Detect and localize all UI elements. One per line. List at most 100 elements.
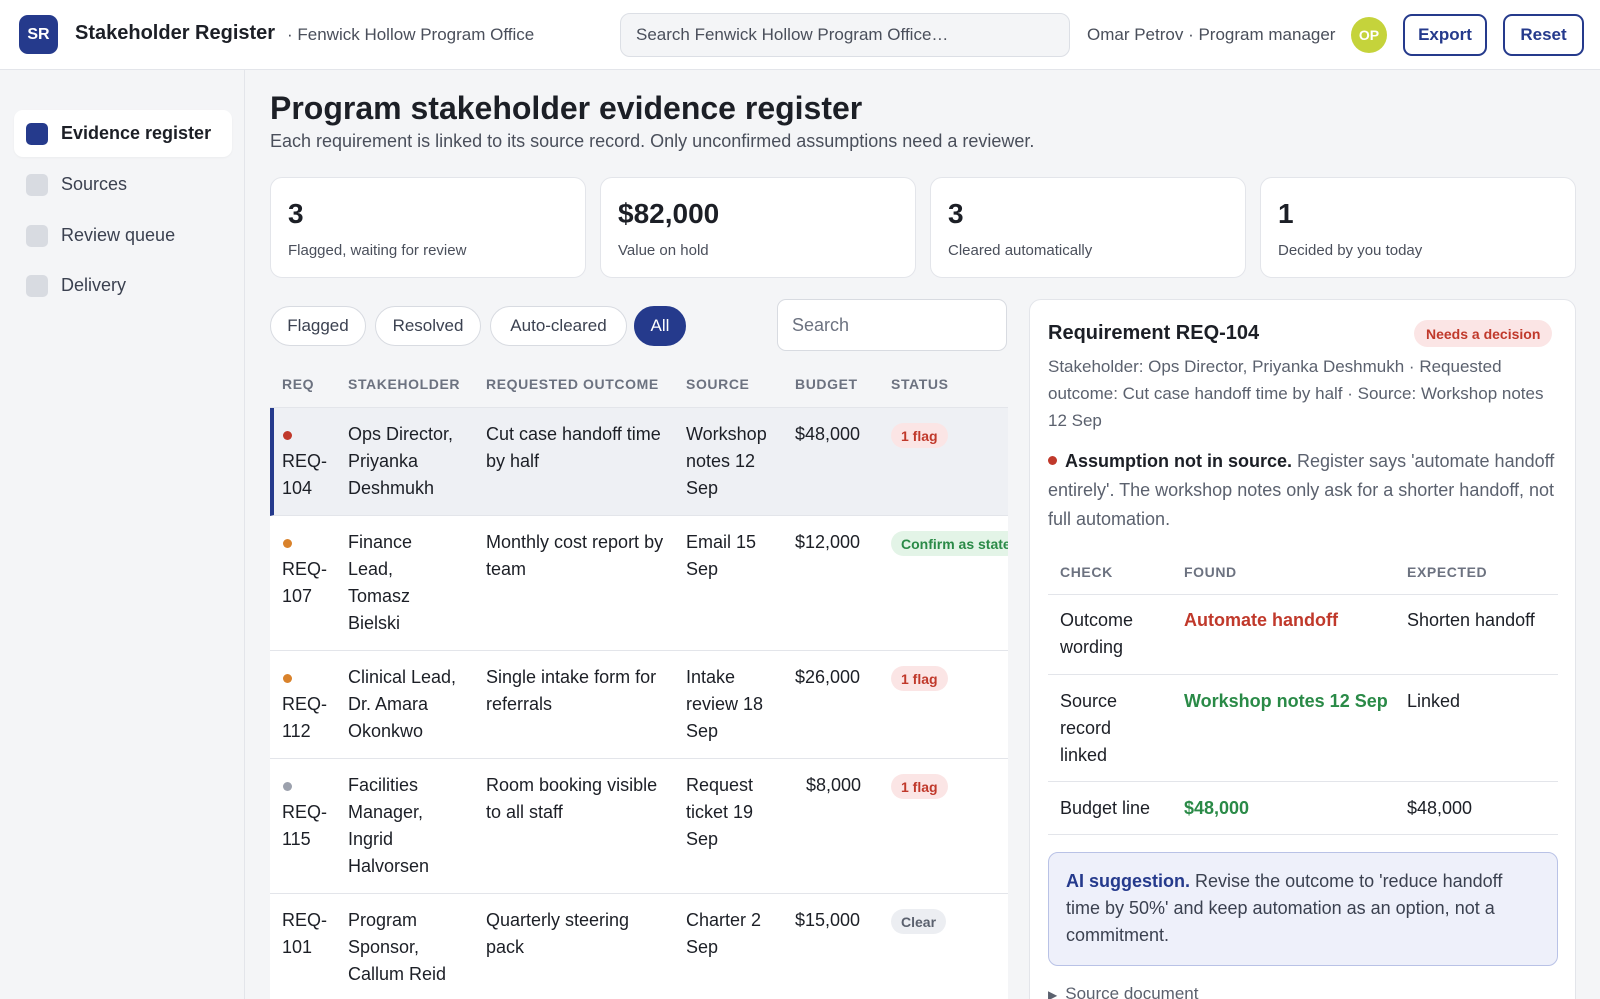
check-expected: $48,000 — [1407, 798, 1473, 818]
check-name: Outcome wording — [1060, 610, 1134, 657]
source-document-toggle[interactable]: ▶ Source document — [1048, 984, 1198, 999]
status-badge: 1 flag — [891, 666, 948, 691]
budget-cell: $8,000 — [806, 775, 862, 795]
req-id: REQ- 115 — [282, 802, 327, 849]
kpi-label: Flagged, waiting for review — [288, 242, 467, 259]
page-subtitle: Each requirement is linked to its source… — [270, 131, 1035, 151]
sources-icon — [26, 173, 48, 196]
ai-suggestion-text: Revise the outcome to 'reduce handoff ti… — [1066, 871, 1503, 945]
column-header-budget[interactable]: BUDGET — [795, 376, 858, 392]
outcome-cell: Cut case handoff time by half — [486, 424, 661, 471]
org-name: · Fenwick Hollow Program Office — [287, 25, 535, 44]
kpi-card-flagged: 3 Flagged, waiting for review — [270, 177, 586, 278]
row-status-dot — [283, 782, 292, 791]
outcome-cell: Single intake form for referrals — [486, 667, 657, 714]
sidebar-item-delivery[interactable]: Delivery — [14, 262, 232, 309]
stakeholder-cell: Ops Director, Priyanka Deshmukh — [348, 424, 454, 498]
check-table-divider — [1048, 781, 1558, 782]
page-title: Program stakeholder evidence register — [270, 90, 863, 126]
column-header-req[interactable]: REQ — [282, 376, 315, 392]
app-logo: SR — [19, 15, 58, 54]
sidebar: Evidence register Sources Review queue D… — [0, 70, 245, 999]
reset-button[interactable]: Reset — [1503, 14, 1584, 56]
check-found: Automate handoff — [1184, 610, 1338, 630]
detail-meta: Stakeholder: Ops Director, Priyanka Desh… — [1048, 357, 1544, 430]
check-found: Workshop notes 12 Sep — [1184, 691, 1388, 711]
avatar[interactable]: OP — [1351, 17, 1387, 53]
stakeholder-cell: Facilities Manager, Ingrid Halvorsen — [348, 775, 430, 876]
app-title: Stakeholder Register — [75, 22, 276, 44]
table-row[interactable]: REQ- 115 Facilities Manager, Ingrid Halvo… — [270, 759, 1008, 894]
table-header-divider — [270, 407, 1008, 408]
check-table-divider — [1048, 594, 1558, 595]
budget-cell: $48,000 — [795, 424, 861, 444]
check-table-divider — [1048, 834, 1558, 835]
table-row[interactable]: REQ- 112 Clinical Lead, Dr. Amara Okonkwo… — [270, 651, 1008, 759]
column-header-source[interactable]: SOURCE — [686, 376, 750, 392]
export-button[interactable]: Export — [1403, 14, 1487, 56]
filter-chip-all[interactable]: All — [634, 306, 686, 346]
sidebar-item-label: Evidence register — [61, 123, 212, 143]
global-search-input[interactable] — [620, 13, 1070, 57]
expected-column-header: EXPECTED — [1407, 564, 1488, 580]
status-badge: Confirm as stated — [891, 531, 1008, 556]
check-table-divider — [1048, 674, 1558, 675]
kpi-value: 1 — [1278, 198, 1294, 229]
check-expected: Linked — [1407, 691, 1461, 711]
source-document-label: Source document — [1065, 984, 1199, 999]
table-row[interactable]: REQ- 107 Finance Lead, Tomasz Bielski Mon… — [270, 516, 1008, 651]
delivery-icon — [26, 274, 48, 297]
issue-dot-icon — [1048, 455, 1057, 465]
caret-right-icon: ▶ — [1048, 988, 1058, 999]
stakeholder-cell: Finance Lead, Tomasz Bielski — [348, 532, 413, 633]
column-header-stakeholder[interactable]: STAKEHOLDER — [348, 376, 461, 392]
row-status-dot — [283, 431, 292, 440]
source-cell: Workshop notes 12 Sep — [686, 424, 767, 498]
detail-title: Requirement REQ-104 — [1048, 322, 1260, 344]
filter-chip-flagged[interactable]: Flagged — [270, 306, 366, 346]
ai-suggestion-label: AI suggestion. — [1066, 871, 1191, 891]
sidebar-item-label: Review queue — [61, 225, 176, 245]
kpi-label: Cleared automatically — [948, 242, 1093, 259]
source-cell: Request ticket 19 Sep — [686, 775, 754, 849]
table-row[interactable]: REQ- 104 Ops Director, Priyanka Deshmukh … — [270, 408, 1008, 516]
stakeholder-cell: Program Sponsor, Callum Reid — [348, 910, 447, 984]
kpi-label: Value on hold — [618, 242, 709, 259]
column-header-outcome[interactable]: REQUESTED OUTCOME — [486, 376, 659, 392]
review-queue-icon — [26, 224, 48, 247]
check-expected: Shorten handoff — [1407, 610, 1535, 630]
column-header-status[interactable]: STATUS — [891, 376, 949, 392]
check-name: Budget line — [1060, 798, 1151, 818]
sidebar-item-evidence-register[interactable]: Evidence register — [14, 110, 232, 157]
budget-cell: $26,000 — [795, 667, 861, 687]
user-name: Omar Petrov · Program manager — [1087, 25, 1336, 44]
evidence-register-icon — [26, 122, 48, 145]
kpi-card-cleared: 3 Cleared automatically — [930, 177, 1246, 278]
check-found: $48,000 — [1184, 798, 1250, 818]
budget-cell: $12,000 — [795, 532, 861, 552]
req-id: REQ- 107 — [282, 559, 327, 606]
source-cell: Intake review 18 Sep — [686, 667, 764, 741]
kpi-card-decided: 1 Decided by you today — [1260, 177, 1576, 278]
issue-text: Register says 'automate handoff entirely… — [1048, 451, 1555, 529]
row-status-dot — [283, 674, 292, 683]
kpi-value: 3 — [288, 198, 304, 229]
table-search-input[interactable] — [777, 299, 1007, 351]
filter-chip-auto-cleared[interactable]: Auto-cleared — [490, 306, 627, 346]
sidebar-item-review-queue[interactable]: Review queue — [14, 212, 232, 259]
check-name: Source record linked — [1060, 691, 1118, 765]
status-badge: 1 flag — [891, 423, 948, 448]
decision-badge: Needs a decision — [1414, 320, 1553, 347]
issue-summary: Assumption not in source. Register says … — [1048, 447, 1558, 534]
sidebar-item-sources[interactable]: Sources — [14, 161, 232, 208]
check-column-header: CHECK — [1060, 564, 1113, 580]
table-row[interactable]: REQ- 101 Program Sponsor, Callum Reid Qua… — [270, 894, 1008, 999]
outcome-cell: Monthly cost report by team — [486, 532, 664, 579]
top-bar: SR Stakeholder Register · Fenwick Hollow… — [0, 0, 1600, 70]
kpi-card-value-on-hold: $82,000 Value on hold — [600, 177, 916, 278]
requirement-detail-panel: Requirement REQ-104 Needs a decision Sta… — [1029, 299, 1576, 999]
row-status-dot — [283, 539, 292, 548]
issue-title: Assumption not in source. — [1065, 451, 1293, 471]
kpi-label: Decided by you today — [1278, 242, 1423, 259]
filter-chip-resolved[interactable]: Resolved — [375, 306, 481, 346]
